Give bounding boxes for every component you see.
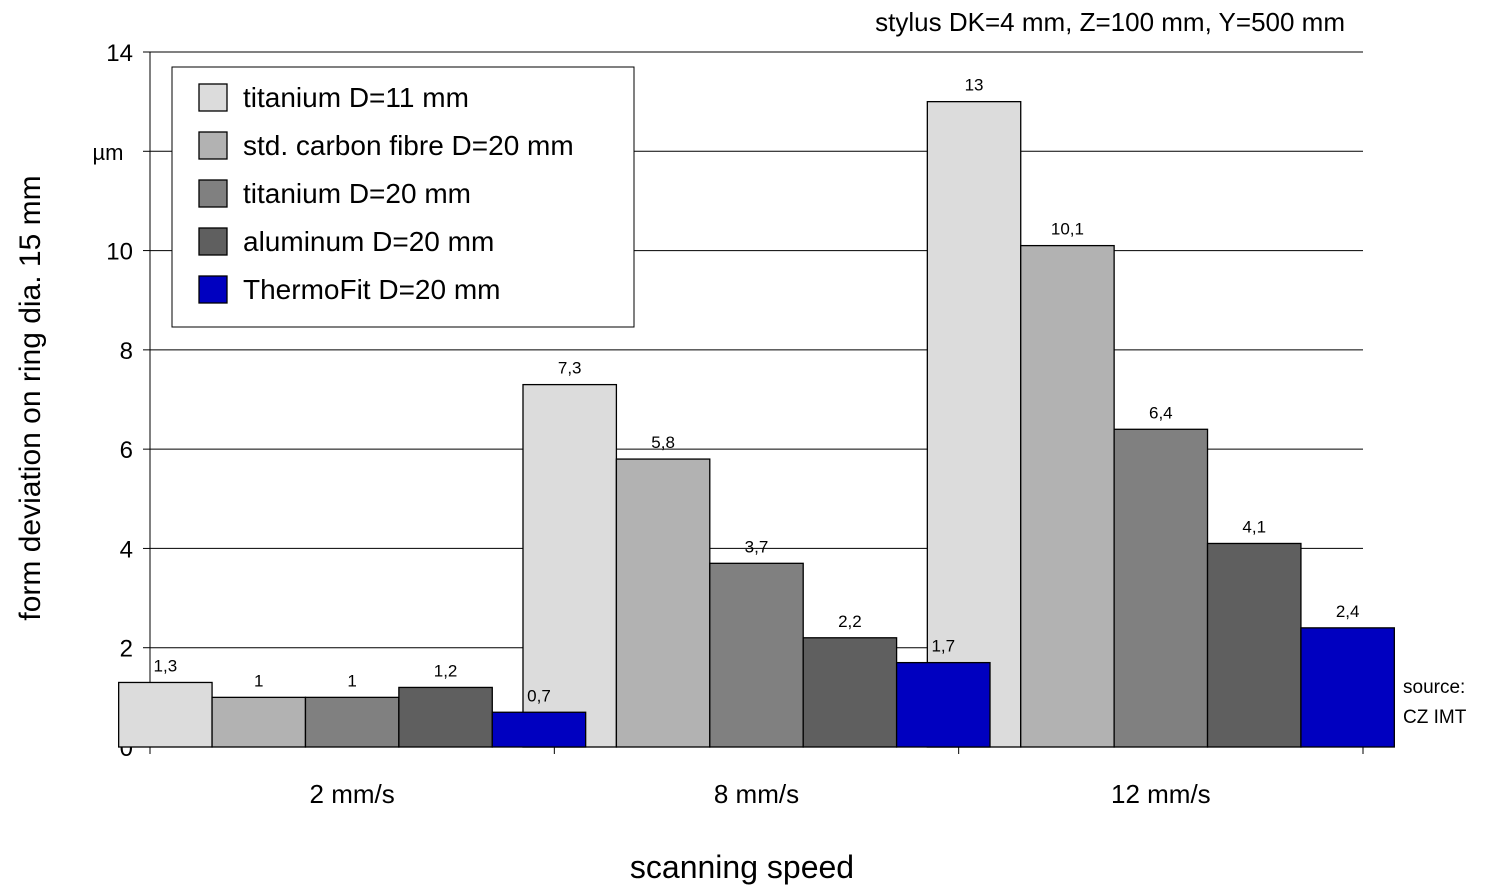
legend-label: ThermoFit D=20 mm bbox=[243, 274, 501, 305]
legend-swatch bbox=[198, 227, 228, 256]
bar bbox=[118, 681, 213, 748]
source-line-1: source: bbox=[1403, 677, 1465, 698]
bar bbox=[304, 696, 400, 748]
legend-label: aluminum D=20 mm bbox=[243, 226, 494, 257]
y-tick-label: 14 bbox=[106, 40, 133, 67]
y-tick-label: 4 bbox=[120, 536, 133, 563]
legend-swatch bbox=[198, 131, 228, 160]
data-label: 7,3 bbox=[558, 359, 582, 378]
x-axis: 2 mm/s 8 mm/s 12 mm/s bbox=[149, 746, 1364, 809]
bar bbox=[1113, 428, 1209, 748]
legend-box bbox=[171, 66, 635, 328]
bar bbox=[926, 100, 1022, 748]
bar bbox=[709, 562, 804, 748]
y-tick-label: 6 bbox=[120, 437, 133, 464]
bar bbox=[1300, 627, 1395, 748]
data-label: 6,4 bbox=[1149, 403, 1173, 422]
category-label: 12 mm/s bbox=[1111, 779, 1211, 809]
legend-label: titanium D=11 mm bbox=[243, 82, 469, 113]
data-label: 4,1 bbox=[1242, 517, 1266, 536]
legend-swatch bbox=[198, 275, 228, 304]
data-labels: 1,3 7,3 13 1 5,8 10,1 1 3,7 6,4 1,2 2,2 4,1 0,7 1,7 2,… bbox=[154, 76, 1360, 706]
data-label: 1 bbox=[254, 671, 263, 690]
legend: titanium D=11 mm std. carbon fibre D=20 m… bbox=[171, 66, 635, 328]
bars bbox=[118, 100, 1395, 748]
data-label: 2,4 bbox=[1336, 602, 1360, 621]
bar bbox=[1206, 542, 1302, 748]
legend-label: titanium D=20 mm bbox=[243, 178, 471, 209]
data-label: 5,8 bbox=[651, 433, 675, 452]
source-line-2: CZ IMT bbox=[1403, 707, 1467, 728]
bar bbox=[398, 686, 493, 748]
bar bbox=[491, 711, 587, 748]
chart-subtitle: stylus DK=4 mm, Z=100 mm, Y=500 mm bbox=[875, 7, 1345, 37]
bar bbox=[802, 637, 898, 748]
data-label: 3,7 bbox=[745, 537, 769, 556]
data-label: 1 bbox=[347, 671, 356, 690]
legend-label: std. carbon fibre D=20 mm bbox=[243, 130, 574, 161]
x-axis-label: scanning speed bbox=[630, 849, 854, 885]
bar bbox=[1020, 244, 1115, 748]
legend-swatch bbox=[198, 83, 228, 112]
category-label: 8 mm/s bbox=[714, 779, 799, 809]
y-tick-label: 2 bbox=[120, 636, 133, 663]
data-label: 2,2 bbox=[838, 612, 862, 631]
category-label: 2 mm/s bbox=[310, 779, 395, 809]
bar bbox=[895, 661, 991, 748]
data-label: 1,3 bbox=[154, 656, 178, 675]
bar bbox=[615, 458, 711, 748]
bar bbox=[211, 696, 307, 748]
y-unit-label: µm bbox=[92, 140, 123, 165]
data-label: 1,7 bbox=[931, 637, 955, 656]
data-label: 1,2 bbox=[434, 661, 458, 680]
y-axis-label: form deviation on ring dia. 15 mm bbox=[14, 175, 47, 620]
data-label: 13 bbox=[965, 76, 984, 95]
legend-swatch bbox=[198, 179, 228, 208]
y-tick-label: 8 bbox=[120, 338, 133, 365]
data-label: 10,1 bbox=[1051, 220, 1084, 239]
data-label: 0,7 bbox=[527, 686, 551, 705]
y-tick-label: 10 bbox=[106, 239, 133, 266]
